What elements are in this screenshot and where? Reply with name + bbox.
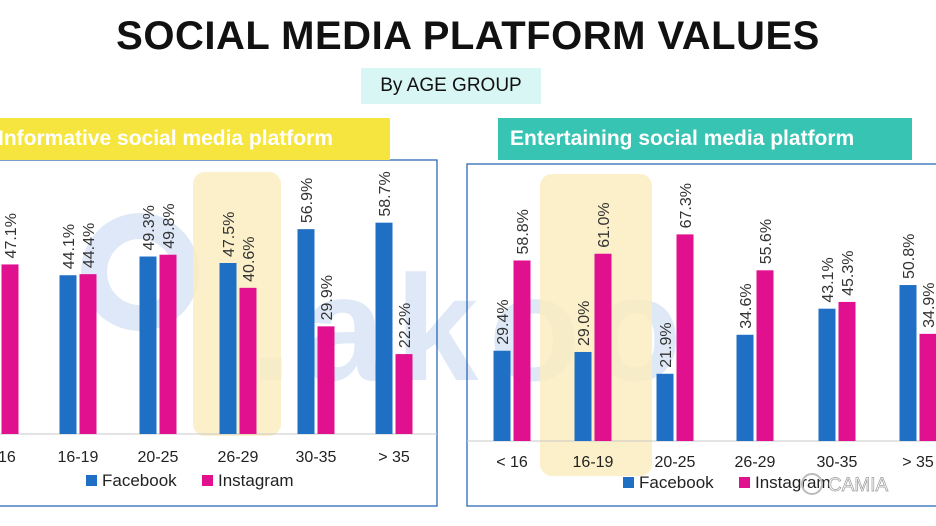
value-label-facebook: 49.3% bbox=[141, 205, 158, 250]
value-label-instagram: 44.4% bbox=[81, 223, 98, 268]
panel-header-informative: Informative social media platform bbox=[0, 118, 390, 160]
bar-instagram-35 bbox=[395, 354, 413, 434]
watermark-footer: CAMIA bbox=[801, 473, 889, 496]
category-label: 20-25 bbox=[655, 454, 696, 471]
bar-instagram-1619 bbox=[594, 253, 612, 441]
category-label: 16-19 bbox=[58, 449, 99, 466]
chart-frame bbox=[0, 159, 438, 507]
value-label-facebook: 29.0% bbox=[576, 301, 593, 346]
category-label: < 16 bbox=[0, 449, 16, 466]
value-label-facebook: 29.4% bbox=[495, 299, 512, 344]
bar-instagram-2025 bbox=[676, 234, 694, 441]
value-label-instagram: 67.3% bbox=[678, 183, 695, 228]
legend-swatch-instagram bbox=[739, 477, 750, 488]
bar-facebook-1619 bbox=[59, 275, 77, 434]
bar-instagram-35 bbox=[919, 333, 936, 441]
category-label: > 35 bbox=[378, 449, 410, 466]
value-label-facebook: 58.7% bbox=[377, 171, 394, 216]
bar-instagram-2629 bbox=[239, 287, 257, 434]
value-label-facebook: 21.9% bbox=[658, 322, 675, 367]
bar-facebook-3035 bbox=[818, 308, 836, 441]
bar-instagram-2629 bbox=[756, 270, 774, 441]
value-label-facebook: 44.1% bbox=[61, 224, 78, 269]
value-label-facebook: 50.8% bbox=[901, 234, 918, 279]
value-label-facebook: 47.5% bbox=[221, 212, 238, 257]
category-label: > 35 bbox=[902, 454, 934, 471]
value-label-instagram: 40.6% bbox=[241, 236, 258, 281]
chart-frame bbox=[466, 163, 936, 507]
watermark-text: CAMIA bbox=[828, 475, 889, 496]
bar-instagram-16 bbox=[1, 264, 19, 434]
legend-label-instagram: Instagram bbox=[755, 473, 831, 492]
value-label-instagram: 61.0% bbox=[596, 202, 613, 247]
value-label-instagram: 34.9% bbox=[921, 282, 936, 327]
value-label-instagram: 47.1% bbox=[3, 213, 20, 258]
highlight-band-26-29 bbox=[193, 172, 281, 436]
value-label-facebook: 34.6% bbox=[738, 283, 755, 328]
bar-facebook-2629 bbox=[736, 334, 754, 441]
value-label-instagram: 29.9% bbox=[319, 275, 336, 320]
bar-facebook-1619 bbox=[574, 351, 592, 441]
legend-label-instagram: Instagram bbox=[218, 471, 294, 490]
value-label-facebook: 56.9% bbox=[299, 178, 316, 223]
bar-facebook-2629 bbox=[219, 263, 237, 434]
category-label: 30-35 bbox=[817, 454, 858, 471]
value-label-instagram: 22.2% bbox=[397, 303, 414, 348]
category-label: 16-19 bbox=[573, 454, 614, 471]
chart-informative: 47.1% < 16 44.1%44.4% 16-19 49.3%49.8% 20-25 4… bbox=[0, 159, 438, 507]
legend-label-facebook: Facebook bbox=[102, 471, 177, 490]
panel-header-entertaining: Entertaining social media platform bbox=[498, 118, 912, 160]
legend-swatch-facebook bbox=[623, 477, 634, 488]
value-label-instagram: 55.6% bbox=[758, 219, 775, 264]
legend-swatch-facebook bbox=[86, 475, 97, 486]
value-label-facebook: 43.1% bbox=[820, 257, 837, 302]
bar-facebook-2025 bbox=[656, 373, 674, 441]
chart-entertaining: 29.4% 58.8% < 16 29.0% 61.0% 16-19 21.9% 67.3% 2… bbox=[466, 163, 936, 507]
legend-swatch-instagram bbox=[202, 475, 213, 486]
category-label: 26-29 bbox=[735, 454, 776, 471]
subtitle-badge: By AGE GROUP bbox=[361, 68, 541, 104]
value-label-instagram: 49.8% bbox=[161, 203, 178, 248]
bar-instagram-2025 bbox=[159, 254, 177, 434]
bar-facebook-16 bbox=[493, 350, 511, 441]
legend-label-facebook: Facebook bbox=[639, 473, 714, 492]
bar-facebook-35 bbox=[375, 222, 393, 434]
category-label: 26-29 bbox=[218, 449, 259, 466]
category-label: < 16 bbox=[496, 454, 528, 471]
bar-facebook-35 bbox=[899, 285, 917, 441]
bar-facebook-3035 bbox=[297, 229, 315, 434]
category-label: 20-25 bbox=[138, 449, 179, 466]
value-label-instagram: 45.3% bbox=[840, 251, 857, 296]
category-label: 30-35 bbox=[296, 449, 337, 466]
page-title: SOCIAL MEDIA PLATFORM VALUES bbox=[116, 14, 820, 58]
bar-instagram-3035 bbox=[838, 301, 856, 441]
bar-instagram-16 bbox=[513, 260, 531, 441]
bar-instagram-1619 bbox=[79, 274, 97, 434]
bar-facebook-2025 bbox=[139, 256, 157, 434]
bar-instagram-3035 bbox=[317, 326, 335, 434]
value-label-instagram: 58.8% bbox=[515, 209, 532, 254]
